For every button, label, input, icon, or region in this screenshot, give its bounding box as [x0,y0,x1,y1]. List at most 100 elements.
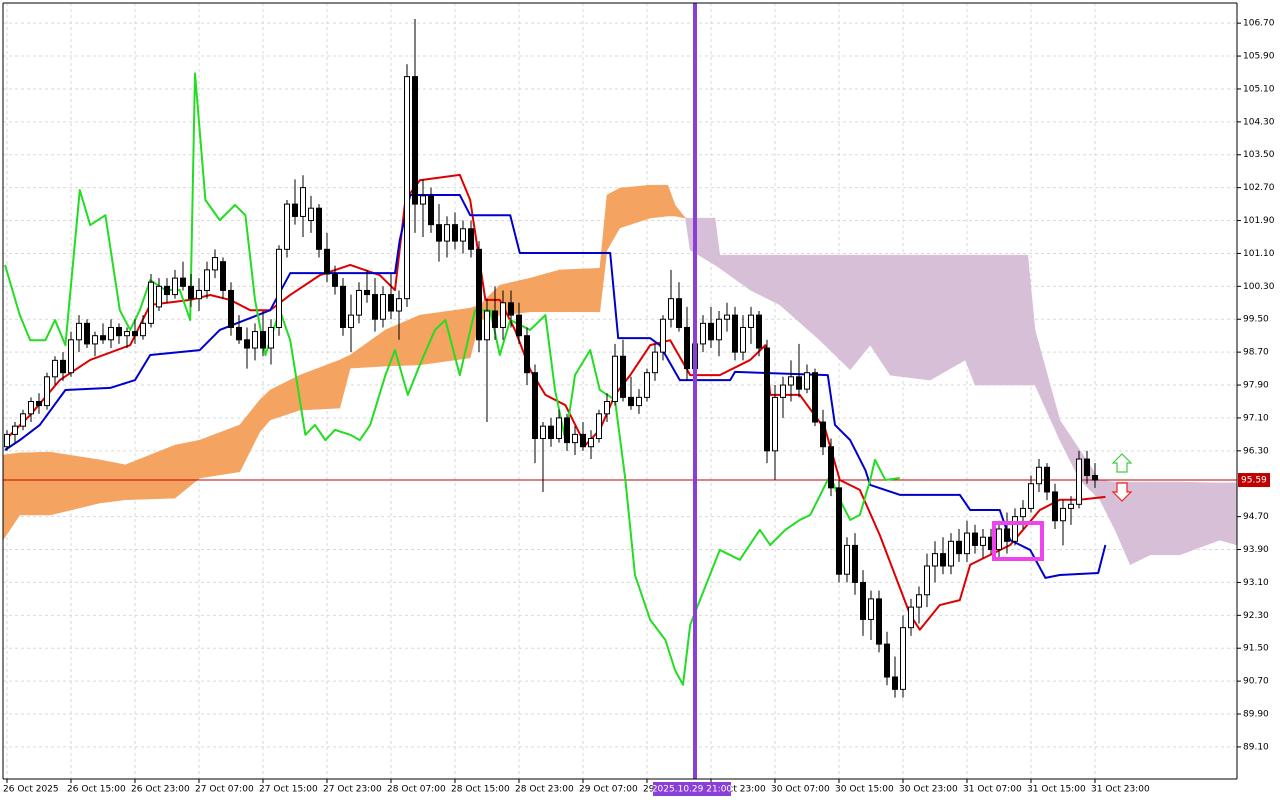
candle-body-up [804,372,810,390]
cloud-segment [929,254,966,381]
candle-body-down [428,195,434,226]
candle-body-up [484,310,490,341]
candle-body-up [404,76,410,300]
candle-body-down [580,433,586,448]
candle-body-down [620,355,626,398]
candle-body-down [84,322,90,345]
candle-body-up [380,294,386,320]
candle-body-up [68,339,74,374]
candle-body-up [140,322,146,337]
x-tick-label: 30 Oct 15:00 [835,785,894,795]
x-tick-label: 30 Oct 23:00 [899,785,958,795]
candle-body-down [676,298,682,328]
y-tick-label: 93.10 [1243,578,1269,588]
candle-body-up [28,400,34,415]
candle-body-up [212,257,218,271]
candle-body-down [180,277,186,287]
candle-body-down [188,285,194,300]
candle-body-down [220,261,226,291]
y-tick-label: 98.70 [1243,348,1269,358]
candle-body-down [548,425,554,439]
highlight-box [992,521,1044,561]
candle-body-down [796,376,802,390]
y-tick-label: 104.30 [1243,117,1275,127]
cloud-segment [559,267,601,313]
candle-body-up [540,425,546,439]
candle-body-down [940,553,946,567]
candle-body-down [764,347,770,452]
x-tick-label: 28 Oct 23:00 [515,785,574,795]
candle-body-up [556,417,562,439]
candle-body-up [108,326,114,341]
candle-body-down [732,314,738,353]
candle-body-up [1060,507,1066,522]
candle-body-down [100,335,106,341]
candle-body-up [644,372,650,398]
candle-body-down [260,331,266,349]
candle-body-down [524,335,530,374]
candle-body-down [292,203,298,217]
current-price-box [1238,473,1270,488]
plot-area [3,3,1237,779]
candle-body-down [388,294,394,312]
candle-body-up [980,536,986,546]
candle-body-up [900,627,906,690]
candle-body-down [412,76,418,205]
candle-body-down [316,207,322,250]
candle-body-up [1036,466,1042,485]
y-tick-label: 99.50 [1243,315,1269,325]
candle-body-down [860,581,866,620]
cloud-segment [889,254,931,381]
candle-body-down [60,359,66,374]
x-tick-label: 31 Oct 07:00 [963,785,1022,795]
candle-body-down [452,224,458,242]
candle-body-down [324,248,330,275]
candle-body-up [268,326,274,349]
candle-body-up [660,318,666,353]
candle-body-up [204,269,210,291]
candle-body-up [948,540,954,567]
current-price-label: 95.59 [1241,476,1267,486]
candle-body-down [756,314,762,349]
candle-body-down [972,532,978,546]
candle-body-up [148,281,154,324]
candle-body-down [820,421,826,448]
indicator-line [4,194,1107,579]
candle-body-down [1044,466,1050,493]
candle-body-up [716,318,722,341]
down-arrow [1111,482,1133,502]
candle-body-up [916,594,922,608]
candle-body-up [284,203,290,250]
y-tick-label: 105.10 [1243,84,1275,94]
candle-body-down [852,544,858,583]
candle-body-up [724,314,730,320]
candle-body-up [124,331,130,337]
y-tick-label: 96.30 [1243,446,1269,456]
x-tick-label: 26 Oct 15:00 [67,785,126,795]
y-tick-label: 89.90 [1243,710,1269,720]
y-tick-label: 91.50 [1243,644,1269,654]
candle-body-up [1020,507,1026,518]
candle-body-up [588,437,594,448]
candle-body-down [1092,475,1098,481]
candle-body-up [964,532,970,555]
y-tick-label: 97.90 [1243,381,1269,391]
candle-body-down [836,487,842,575]
annotations [992,453,1133,561]
cloud-segment [19,451,51,516]
candle-body-down [36,400,42,407]
candle-body-up [276,248,282,328]
candle-body-up [844,544,850,575]
candle-body-down [1004,528,1010,542]
cloud-segment [1219,482,1237,546]
x-tick-label: 26 Oct 23:00 [131,785,190,795]
x-tick-label: 31 Oct 23:00 [1091,785,1150,795]
cursor-label: 2025.10.29 21:00 [652,785,733,795]
candle-body-down [236,326,242,341]
candle-body-down [372,294,378,320]
candle-body-up [52,359,58,378]
candle-body-up [4,433,10,448]
candle-body-up [300,187,306,217]
candle-body-down [892,676,898,690]
